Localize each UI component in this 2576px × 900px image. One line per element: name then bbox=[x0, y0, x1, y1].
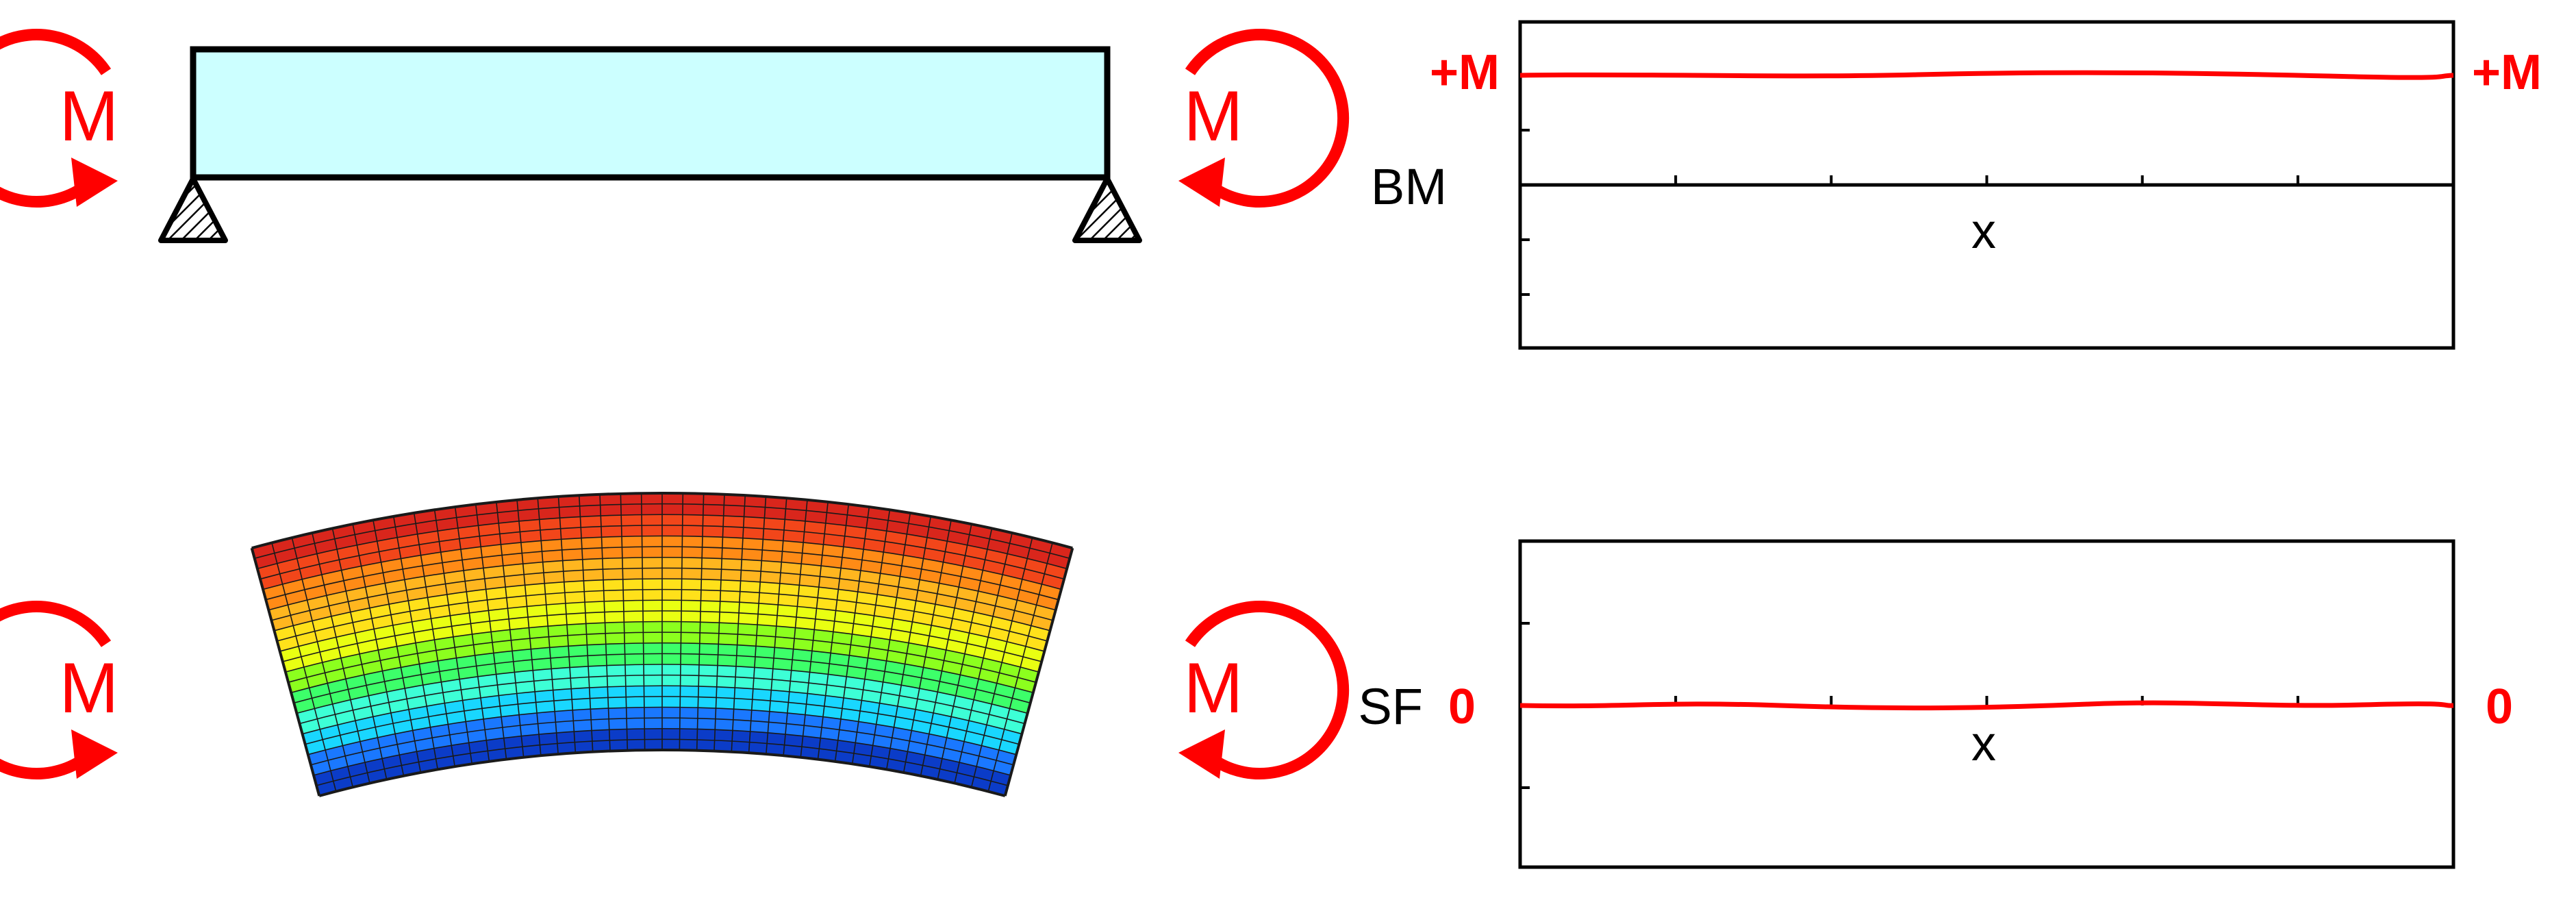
right-moment-arrow: M bbox=[1178, 29, 1350, 208]
mesh-line bbox=[413, 512, 456, 767]
mesh-line bbox=[318, 749, 1006, 797]
right-moment-arrow-bottom: M bbox=[1178, 601, 1350, 779]
mesh-line bbox=[372, 520, 422, 773]
contour-band bbox=[296, 664, 1028, 734]
mesh-line bbox=[766, 498, 787, 755]
mesh-line bbox=[352, 524, 405, 776]
mesh-line bbox=[714, 494, 725, 751]
contour-band bbox=[279, 600, 1045, 673]
mesh-line bbox=[454, 507, 490, 762]
mesh-line bbox=[291, 537, 354, 788]
shear-force-plot: SF 0 0 x bbox=[1358, 539, 2513, 869]
mesh-line bbox=[578, 495, 594, 752]
mesh-line bbox=[271, 542, 337, 792]
left-moment-arrow-bottom: M bbox=[0, 601, 119, 779]
mesh-line bbox=[250, 547, 321, 797]
left-moment-label: M bbox=[60, 77, 119, 156]
right-moment-label-bottom: M bbox=[1184, 649, 1243, 728]
mesh-line bbox=[696, 493, 705, 751]
left-moment-label-bottom: M bbox=[60, 649, 119, 728]
mesh-line bbox=[954, 532, 1013, 784]
sf-right-value: 0 bbox=[2486, 679, 2513, 734]
contour-band bbox=[274, 578, 1050, 651]
contour-band bbox=[257, 514, 1068, 590]
mesh-line bbox=[885, 516, 932, 770]
sf-x-label: x bbox=[1971, 716, 1996, 771]
contour-band bbox=[285, 621, 1039, 693]
sf-plot-frame bbox=[1518, 539, 2455, 869]
sf-left-value: 0 bbox=[1448, 679, 1476, 734]
mesh-line bbox=[970, 537, 1033, 788]
mesh-line bbox=[599, 494, 611, 751]
right-moment-label: M bbox=[1184, 77, 1243, 156]
mesh-line bbox=[987, 542, 1053, 792]
mesh-line bbox=[640, 493, 646, 751]
bm-curve bbox=[1519, 70, 2454, 80]
contour-band bbox=[251, 493, 1073, 569]
mesh-line bbox=[392, 516, 439, 770]
mesh-line bbox=[312, 532, 370, 784]
bm-left-value: +M bbox=[1430, 45, 1500, 100]
mesh-line bbox=[731, 495, 746, 752]
mesh-line bbox=[783, 499, 808, 756]
loaded-beam-diagram: M M bbox=[0, 29, 1350, 243]
right-pin-support bbox=[1072, 176, 1142, 243]
contour-band bbox=[307, 707, 1017, 775]
mesh-line bbox=[620, 493, 629, 751]
mesh-line bbox=[475, 504, 507, 760]
mesh-line bbox=[331, 528, 388, 780]
contour-band bbox=[291, 642, 1033, 714]
mesh-line bbox=[902, 520, 952, 773]
bm-axis-label: BM bbox=[1371, 158, 1447, 215]
mesh-line bbox=[557, 496, 577, 753]
contour-band bbox=[314, 728, 1011, 796]
mesh-line bbox=[748, 496, 767, 753]
mesh-line bbox=[920, 524, 972, 776]
mesh-line bbox=[679, 493, 684, 751]
mesh-line bbox=[1003, 547, 1074, 797]
mesh-line bbox=[817, 504, 850, 760]
mesh-line bbox=[851, 510, 891, 764]
left-moment-arrow: M bbox=[0, 29, 119, 208]
sf-curve bbox=[1519, 700, 2454, 711]
mesh-line bbox=[537, 498, 559, 755]
mesh-line bbox=[433, 510, 473, 764]
stress-contour-bands bbox=[251, 493, 1073, 796]
sf-axis-label: SF bbox=[1358, 678, 1423, 735]
mesh-line bbox=[496, 501, 525, 758]
beam bbox=[190, 46, 1111, 181]
mesh-line bbox=[834, 507, 870, 762]
mesh-line bbox=[868, 512, 911, 767]
bm-right-value: +M bbox=[2472, 45, 2542, 100]
contour-band bbox=[268, 557, 1056, 631]
mesh-line bbox=[516, 499, 542, 756]
left-pin-support bbox=[158, 176, 228, 243]
mesh-line bbox=[800, 501, 829, 758]
bending-moment-plot: +M +M BM x bbox=[1371, 20, 2542, 350]
mesh-grid bbox=[250, 492, 1074, 797]
deformed-beam-contour: M M bbox=[0, 492, 1350, 797]
bm-x-label: x bbox=[1971, 204, 1996, 259]
mesh-line bbox=[937, 528, 993, 780]
contour-band bbox=[263, 536, 1061, 610]
contour-band bbox=[302, 686, 1022, 755]
bm-axis-ticks bbox=[1520, 129, 2299, 296]
